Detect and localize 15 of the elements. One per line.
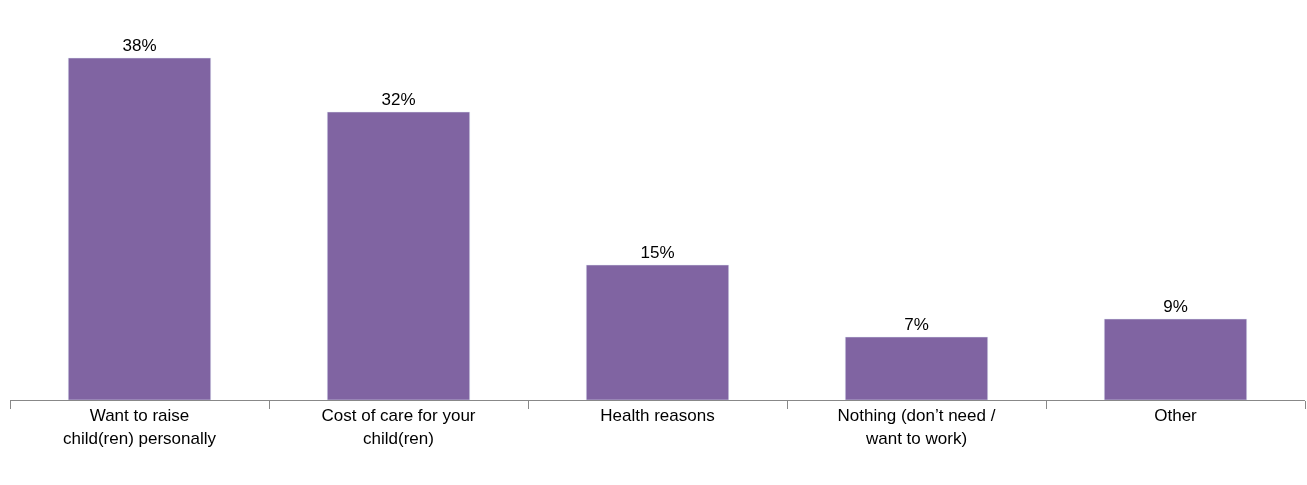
x-tick-label: Other [1154, 406, 1198, 426]
data-label: 9% [1163, 297, 1188, 316]
x-tick-label: Cost of care for your child(ren) [321, 406, 476, 448]
data-label: 7% [904, 315, 929, 334]
x-tick-label: Nothing (don’t need / want to work) [837, 406, 996, 448]
bar [1104, 318, 1247, 400]
data-label: 15% [640, 243, 675, 262]
bar [845, 336, 988, 400]
x-tick-label: Want to raise child(ren) personally [62, 406, 217, 448]
data-label: 32% [381, 90, 416, 109]
x-tick-label: Health reasons [600, 406, 715, 426]
bar [586, 264, 729, 400]
bar [68, 57, 211, 400]
bar [327, 111, 470, 400]
data-label: 38% [122, 36, 157, 55]
